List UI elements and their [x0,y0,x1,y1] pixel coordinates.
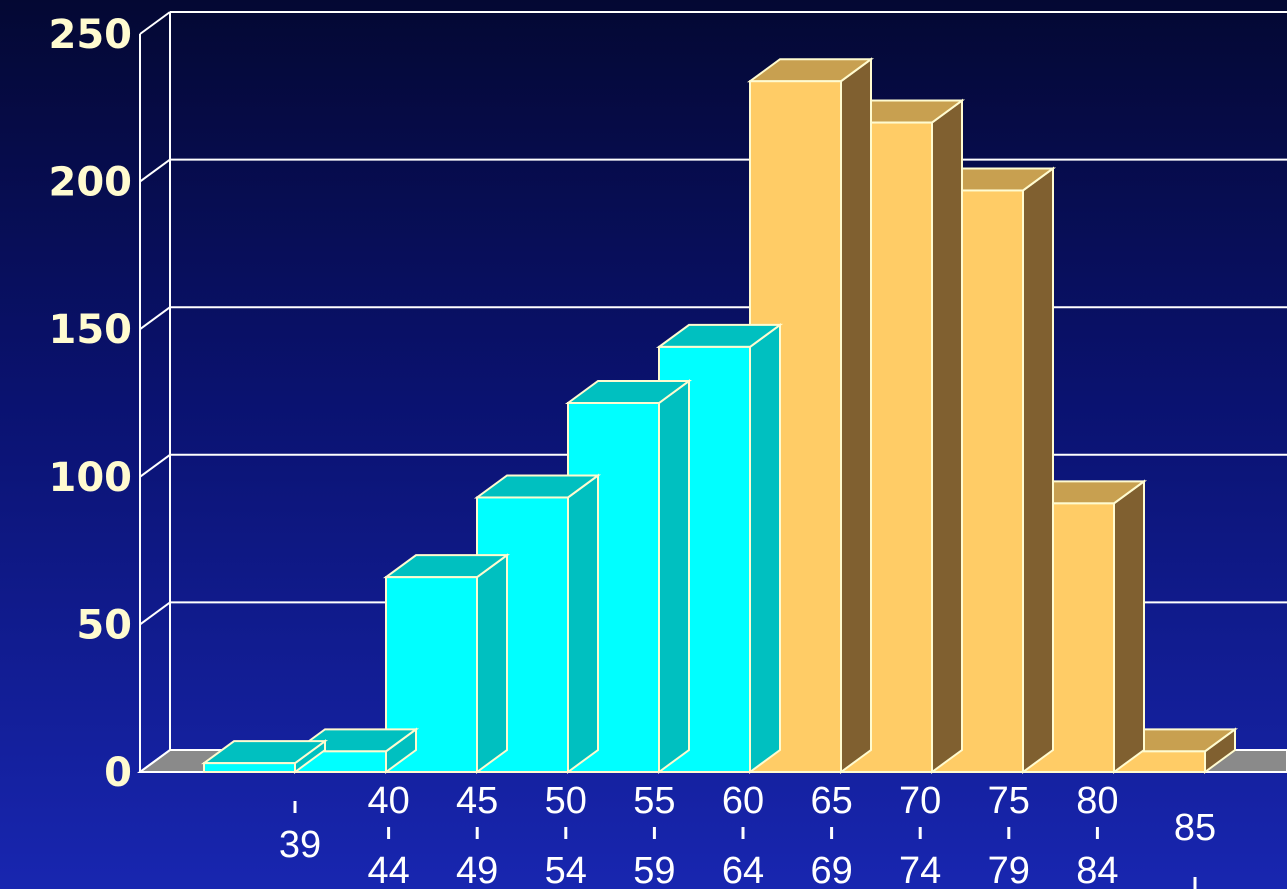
x-tick-start: 85 [1174,807,1216,849]
x-tick-label: 39 [279,801,321,866]
y-tick-label: 50 [76,602,132,648]
x-tick-label: 55 59 [633,780,675,889]
x-tick-end: 49 [456,850,498,889]
x-tick-start: 65 [810,780,852,822]
bar-side [658,379,690,774]
y-tick-label: 250 [49,12,133,58]
bar-front [203,762,296,773]
x-tick-end: 69 [810,850,852,889]
x-tick-label: 40 44 [367,780,409,889]
y-axis-ticks: 0 50 100 150 200 250 [49,12,133,796]
x-tick-dash [475,827,479,839]
x-tick-end: 79 [988,850,1030,889]
x-tick-start: 55 [633,780,675,822]
x-tick-end: 84 [1076,850,1118,889]
bar-side [476,553,508,774]
x-tick-end: 64 [722,850,764,889]
y-tick-label: 100 [49,455,133,501]
x-tick-label: 85 [1174,807,1216,889]
x-tick-end: 59 [633,850,675,889]
x-tick-label: 70 74 [899,780,941,889]
y-tick-label: 200 [49,160,133,206]
x-tick-label: 60 64 [722,780,764,889]
bar-side [840,57,872,774]
x-tick-dash [1193,877,1197,889]
x-tick-start: 60 [722,780,764,822]
x-tick-dash [830,827,834,839]
bars [200,57,1239,774]
x-tick-label: 50 54 [545,780,587,889]
x-tick-end: 44 [367,850,409,889]
x-axis-ticks: 39 40 44 45 49 50 54 55 59 60 64 65 69 70 74 75 79 80 84 85 [279,780,1216,889]
gridline-connector [139,158,171,183]
bar-side [1022,166,1054,774]
x-tick-dash [918,827,922,839]
x-tick-end: 74 [899,850,941,889]
x-tick-start: 45 [456,780,498,822]
x-tick-end: 54 [545,850,587,889]
x-tick-label: 65 69 [810,780,852,889]
bar-side [931,98,963,774]
bar-side [1113,479,1145,774]
bar-side [567,473,599,774]
x-tick-label: 75 79 [988,780,1030,889]
gridline-connector [139,306,171,331]
x-tick-start: 80 [1076,780,1118,822]
x-tick-label: 45 49 [456,780,498,889]
gridline-connector [139,11,171,35]
x-tick-dash [1095,827,1099,839]
x-tick-end: 39 [279,824,321,866]
bar [382,553,511,774]
x-tick-dash [293,801,297,813]
x-tick-dash [652,827,656,839]
x-tick-dash [741,827,745,839]
x-tick-start: 50 [545,780,587,822]
gridline-connector [139,749,171,773]
gridline-connector [139,453,171,478]
x-tick-start: 70 [899,780,941,822]
x-tick-start: 75 [988,780,1030,822]
gridline-connector [139,601,171,626]
x-tick-label: 80 84 [1076,780,1118,889]
y-tick-label: 150 [49,307,133,353]
x-tick-dash [387,827,391,839]
y-tick-label: 0 [104,750,132,796]
x-tick-dash [1007,827,1011,839]
bar [200,739,329,774]
bar-side [749,322,781,774]
x-tick-start: 40 [367,780,409,822]
x-tick-dash [564,827,568,839]
